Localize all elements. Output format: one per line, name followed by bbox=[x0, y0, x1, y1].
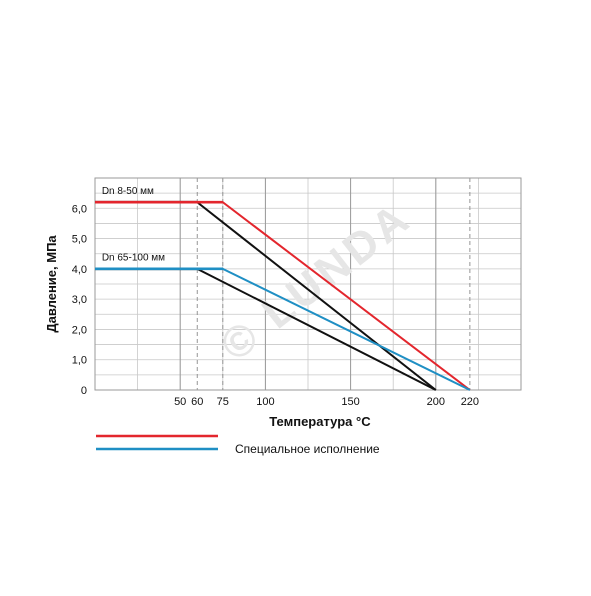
y-axis-label: Давление, МПа bbox=[44, 235, 59, 333]
x-tick-label: 100 bbox=[256, 396, 274, 408]
grid-layer bbox=[94, 177, 522, 391]
x-tick-label: 60 bbox=[191, 396, 203, 408]
x-tick-label: 50 bbox=[174, 396, 186, 408]
plot-frame bbox=[94, 177, 522, 391]
series-layer: Dn 8-50 мм Dn 65-100 мм bbox=[95, 186, 471, 391]
y-tick-label: 5,0 bbox=[72, 234, 87, 246]
y-tick-label: 3,0 bbox=[72, 294, 87, 306]
x-tick-label: 75 bbox=[217, 396, 229, 408]
y-tick-label: 2,0 bbox=[72, 324, 87, 336]
series-annotation-1: Dn 65-100 мм bbox=[102, 253, 165, 264]
legend: Специальное исполнение bbox=[96, 434, 380, 456]
x-tick-label: 150 bbox=[341, 396, 359, 408]
x-axis-label: Температура °C bbox=[269, 414, 371, 429]
y-tick-label: 0 bbox=[81, 385, 87, 397]
series-annotation-0: Dn 8-50 мм bbox=[102, 186, 154, 197]
x-tick-label: 220 bbox=[461, 396, 479, 408]
y-tick-label: 4,0 bbox=[72, 264, 87, 276]
y-tick-label: 6,0 bbox=[72, 203, 87, 215]
legend-label-1: Специальное исполнение bbox=[235, 442, 380, 456]
axis-layer: 50 60 75 100 150 200 220 0 1,0 2,0 3,0 4,0 5,0 6,0 Тем… bbox=[44, 203, 479, 429]
y-tick-label: 1,0 bbox=[72, 355, 87, 367]
x-tick-label: 200 bbox=[427, 396, 445, 408]
